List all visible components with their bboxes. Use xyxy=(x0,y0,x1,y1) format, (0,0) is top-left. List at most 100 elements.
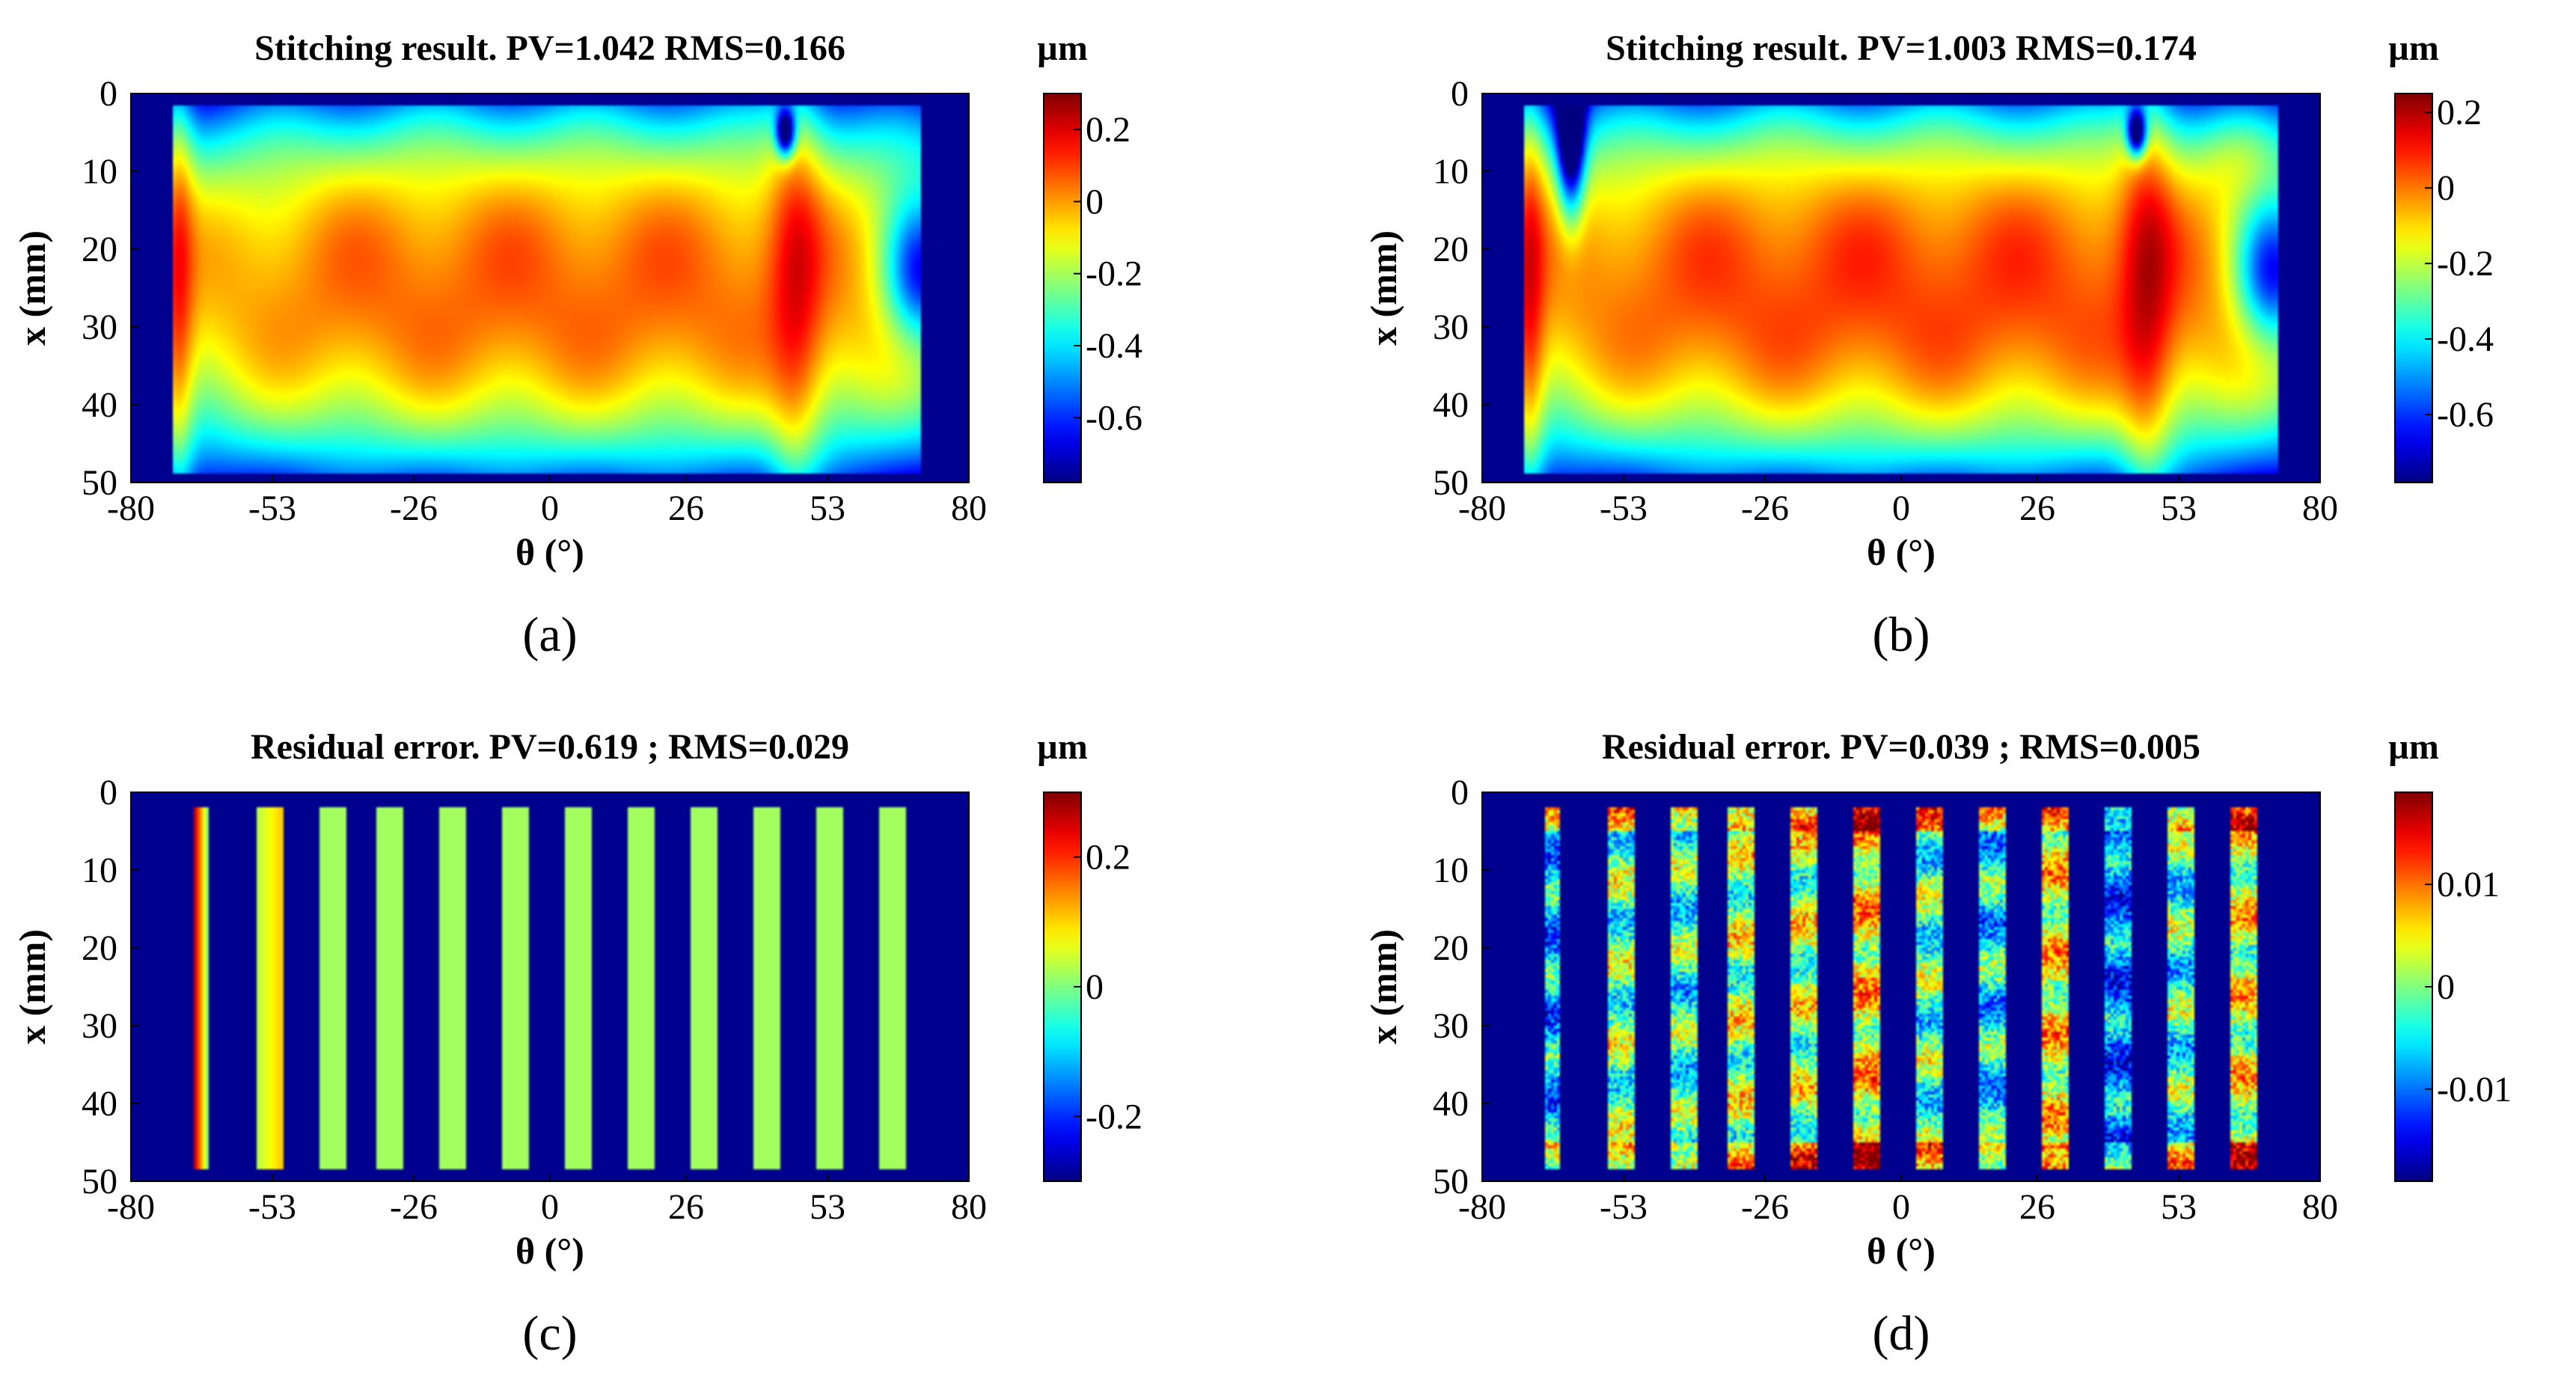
y-tick-label: 20 xyxy=(82,928,117,968)
colorbar-tick-label: -0.4 xyxy=(2437,319,2494,359)
heatmap-chart: Residual error. PV=0.039 ; RMS=0.005 µm -8… xyxy=(1362,727,2512,1361)
x-tick-label: 26 xyxy=(2019,1187,2055,1227)
colorbar-tick-label: 0 xyxy=(1086,967,1104,1007)
y-tick-label: 30 xyxy=(1433,307,1469,347)
panel-label: (b) xyxy=(1873,607,1930,662)
panel-b: Stitching result. PV=1.003 RMS=0.174 µm -8… xyxy=(1288,0,2576,693)
colorbar-tick-label: 0 xyxy=(1086,182,1104,221)
y-tick-label: 10 xyxy=(1433,152,1469,192)
x-axis-label: θ (°) xyxy=(1867,1230,1936,1272)
colorbar-tick-label: 0 xyxy=(2437,967,2455,1007)
x-tick-label: -53 xyxy=(1600,1187,1648,1227)
y-tick-label: 40 xyxy=(82,385,117,425)
x-tick-label: 80 xyxy=(951,1187,987,1227)
y-tick-label: 50 xyxy=(82,463,117,503)
colorbar-tick-label: -0.2 xyxy=(2437,244,2494,284)
x-tick-label: 0 xyxy=(541,489,559,528)
y-axis-label: x (mm) xyxy=(1362,230,1404,346)
colorbar-tick-label: -0.4 xyxy=(1086,326,1142,366)
y-tick-label: 40 xyxy=(1433,385,1469,425)
heatmap-chart: Stitching result. PV=1.003 RMS=0.174 µm -8… xyxy=(1362,28,2494,662)
colorbar xyxy=(1043,93,1082,483)
colorbar-unit: µm xyxy=(2388,28,2439,68)
x-axis-label: θ (°) xyxy=(515,531,584,573)
y-axis-label: x (mm) xyxy=(11,230,53,346)
panel-c: Residual error. PV=0.619 ; RMS=0.029 µm -8… xyxy=(0,693,1288,1386)
panel-label: (c) xyxy=(522,1306,577,1361)
x-tick-label: 26 xyxy=(668,489,704,528)
y-tick-label: 20 xyxy=(82,230,117,269)
x-tick-label: 53 xyxy=(2161,1187,2197,1227)
colorbar-tick-label: -0.2 xyxy=(1086,1097,1142,1136)
x-tick-label: 0 xyxy=(1892,1187,1910,1227)
panel-d: Residual error. PV=0.039 ; RMS=0.005 µm -8… xyxy=(1288,693,2576,1386)
x-tick-label: -53 xyxy=(248,1187,296,1227)
colorbar-tick-label: 0.2 xyxy=(2437,93,2482,132)
colorbar xyxy=(2394,93,2433,483)
heatmap-image xyxy=(131,792,969,1181)
colorbar-tick-label: -0.01 xyxy=(2437,1070,2512,1109)
y-tick-label: 40 xyxy=(1433,1084,1469,1124)
colorbar-tick-label: -0.6 xyxy=(1086,398,1142,438)
x-tick-label: 80 xyxy=(951,489,987,528)
y-tick-label: 40 xyxy=(82,1084,117,1124)
colorbar-unit: µm xyxy=(1037,28,1088,68)
x-tick-label: 0 xyxy=(541,1187,559,1227)
x-tick-label: 53 xyxy=(2161,489,2197,528)
x-tick-label: -26 xyxy=(1741,489,1789,528)
panel-label: (a) xyxy=(522,607,577,662)
colorbar-tick-label: 0.01 xyxy=(2437,865,2500,904)
y-axis-label: x (mm) xyxy=(11,929,53,1044)
y-tick-label: 50 xyxy=(82,1162,117,1201)
colorbar-tick-label: -0.6 xyxy=(2437,395,2494,435)
x-tick-label: -26 xyxy=(390,489,438,528)
chart-title: Residual error. PV=0.039 ; RMS=0.005 xyxy=(1602,727,2200,767)
heatmap-image xyxy=(131,94,969,483)
colorbar-tick-label: 0 xyxy=(2437,168,2455,208)
panel-a: Stitching result. PV=1.042 RMS=0.166 µm -8… xyxy=(0,0,1288,693)
y-tick-label: 30 xyxy=(1433,1006,1469,1046)
y-tick-label: 0 xyxy=(100,74,117,114)
x-tick-label: -80 xyxy=(1458,1187,1506,1227)
x-tick-label: -53 xyxy=(248,489,296,528)
x-tick-label: 26 xyxy=(2019,489,2055,528)
y-tick-label: 0 xyxy=(1451,773,1469,812)
y-tick-label: 10 xyxy=(82,851,117,890)
y-tick-label: 30 xyxy=(82,1006,117,1046)
y-tick-label: 10 xyxy=(1433,851,1469,890)
chart-title: Stitching result. PV=1.003 RMS=0.174 xyxy=(1606,28,2197,68)
x-tick-label: -26 xyxy=(1741,1187,1789,1227)
x-tick-label: 80 xyxy=(2302,1187,2338,1227)
chart-title: Residual error. PV=0.619 ; RMS=0.029 xyxy=(251,727,849,767)
x-tick-label: -26 xyxy=(390,1187,438,1227)
x-tick-label: 53 xyxy=(810,1187,845,1227)
y-tick-label: 50 xyxy=(1433,1162,1469,1201)
colorbar-tick-label: 0.2 xyxy=(1086,838,1131,878)
y-tick-label: 0 xyxy=(1451,74,1469,114)
heatmap-chart: Residual error. PV=0.619 ; RMS=0.029 µm -8… xyxy=(11,727,1142,1361)
x-tick-label: 0 xyxy=(1892,489,1910,528)
y-tick-label: 30 xyxy=(82,307,117,347)
x-tick-label: 80 xyxy=(2302,489,2338,528)
y-tick-label: 20 xyxy=(1433,230,1469,269)
x-tick-label: 53 xyxy=(810,489,845,528)
x-tick-label: -80 xyxy=(107,489,155,528)
x-axis-label: θ (°) xyxy=(515,1230,584,1272)
x-axis-label: θ (°) xyxy=(1867,531,1936,573)
panel-label: (d) xyxy=(1873,1306,1930,1361)
heatmap-image xyxy=(1482,94,2320,483)
x-tick-label: -80 xyxy=(107,1187,155,1227)
y-tick-label: 0 xyxy=(100,773,117,812)
x-tick-label: 26 xyxy=(668,1187,704,1227)
heatmap-image xyxy=(1482,792,2320,1181)
colorbar-unit: µm xyxy=(1037,727,1088,767)
y-tick-label: 10 xyxy=(82,152,117,192)
x-tick-label: -80 xyxy=(1458,489,1506,528)
colorbar-tick-label: 0.2 xyxy=(1086,110,1131,150)
heatmap-chart: Stitching result. PV=1.042 RMS=0.166 µm -8… xyxy=(11,28,1142,662)
y-tick-label: 50 xyxy=(1433,463,1469,503)
y-tick-label: 20 xyxy=(1433,928,1469,968)
colorbar-tick-label: -0.2 xyxy=(1086,254,1142,294)
chart-title: Stitching result. PV=1.042 RMS=0.166 xyxy=(254,28,845,68)
colorbar-unit: µm xyxy=(2388,727,2439,767)
